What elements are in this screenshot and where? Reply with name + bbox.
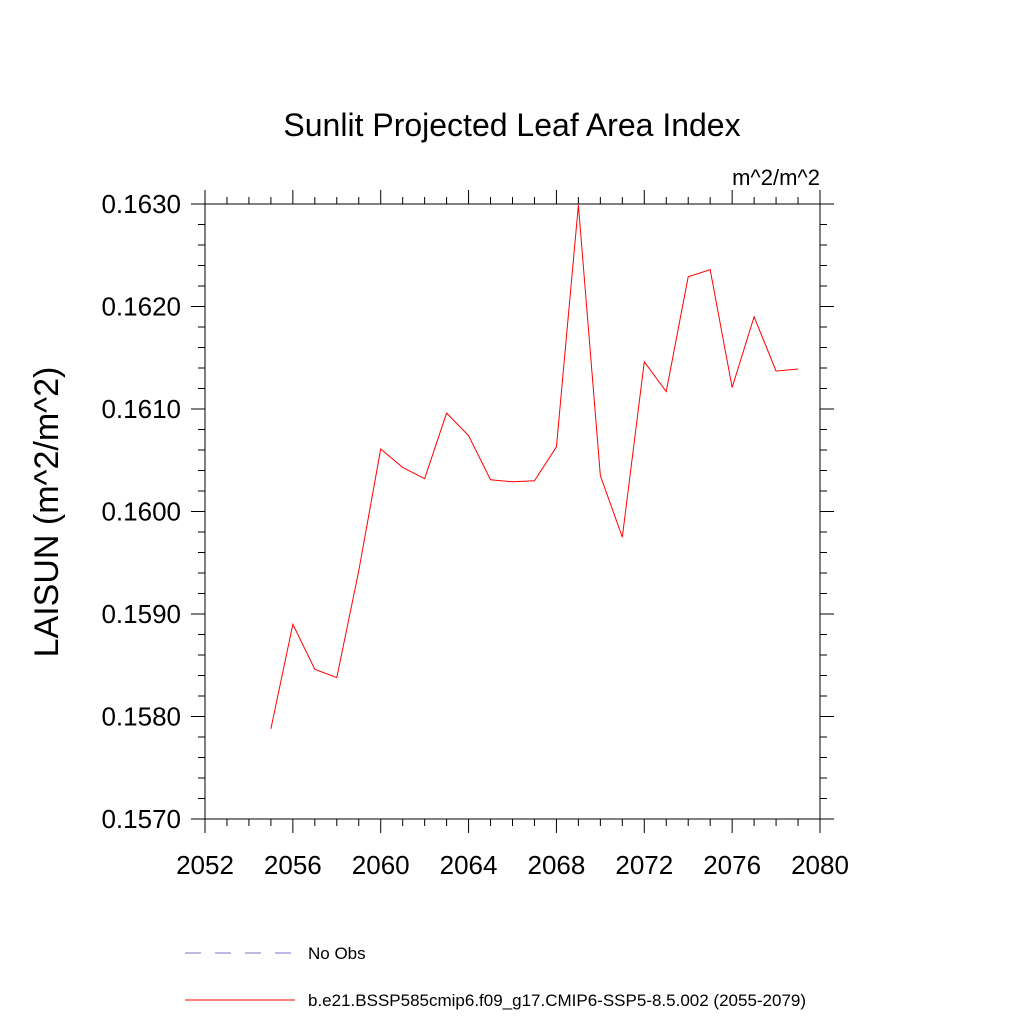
y-tick-label: 0.1580 (101, 702, 181, 732)
y-tick-label: 0.1570 (101, 804, 181, 834)
x-tick-label: 2076 (703, 850, 761, 880)
chart-title: Sunlit Projected Leaf Area Index (283, 107, 740, 143)
series-layer (270, 204, 799, 729)
x-tick-label: 2080 (791, 850, 849, 880)
y-tick-label: 0.1590 (101, 599, 181, 629)
plot-frame (204, 203, 821, 820)
y-tick-label: 0.1620 (101, 292, 181, 322)
units-label: m^2/m^2 (732, 165, 820, 190)
y-tick-label: 0.1600 (101, 497, 181, 527)
legend-label: No Obs (308, 944, 366, 963)
legend-label: b.e21.BSSP585cmip6.f09_g17.CMIP6-SSP5-8.… (308, 991, 806, 1010)
y-axis-label: LAISUN (m^2/m^2) (28, 367, 66, 658)
legend: No Obs b.e21.BSSP585cmip6.f09_g17.CMIP6-S… (185, 944, 806, 1010)
plot-axes: 2052 2056 2060 2064 2068 2072 2076 2080 0.1570 0.… (101, 189, 848, 880)
x-tick-label: 2072 (615, 850, 673, 880)
x-tick-label: 2068 (528, 850, 586, 880)
x-tick-label: 2056 (264, 850, 322, 880)
x-tick-label: 2064 (440, 850, 498, 880)
y-tick-label: 0.1610 (101, 394, 181, 424)
series-line (270, 204, 799, 729)
y-tick-label: 0.1630 (101, 189, 181, 219)
x-tick-label: 2060 (352, 850, 410, 880)
x-tick-label: 2052 (176, 850, 234, 880)
